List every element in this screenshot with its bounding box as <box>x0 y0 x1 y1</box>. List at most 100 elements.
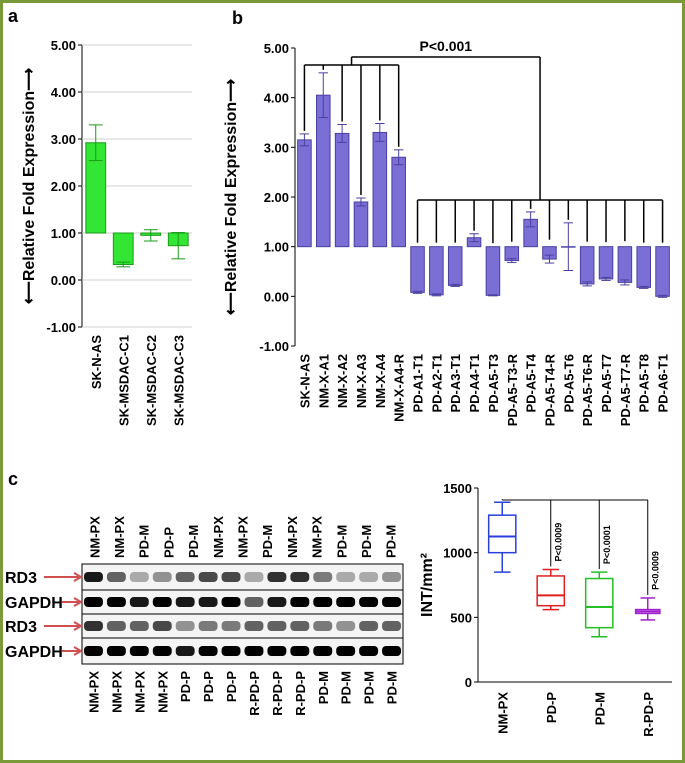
lane-label: PD-M <box>339 671 354 704</box>
blot-band <box>313 621 333 631</box>
bar <box>447 246 463 286</box>
blot-band <box>84 621 103 631</box>
x-tick-label: PD-A5-T6-R <box>580 353 595 426</box>
lane-label: PD-P <box>161 527 176 558</box>
y-tick-label: 4.00 <box>264 91 289 106</box>
bar <box>598 246 614 280</box>
lane-label: NM-PX <box>87 516 102 558</box>
x-tick-label: PD-A3-T1 <box>448 354 463 413</box>
row-arrow-head <box>73 597 84 607</box>
lane-label: NM-PX <box>86 671 101 713</box>
y-tick-label: 5.00 <box>51 38 76 53</box>
panel-label: c <box>8 469 18 489</box>
y-tick-label: -1.00 <box>259 339 289 354</box>
row-arrow-head <box>73 572 84 582</box>
annotation: P<0.0001 <box>602 525 612 564</box>
blot-band <box>359 572 379 582</box>
annotation: P<0.0009 <box>554 523 564 562</box>
y-tick-label: 2.00 <box>264 190 289 205</box>
x-tick-label: PD-A5-T3 <box>486 354 501 413</box>
bar <box>353 201 369 248</box>
blot-band <box>129 572 149 582</box>
lane-label: PD-M <box>362 671 377 704</box>
y-tick-label: -1.00 <box>46 320 76 335</box>
x-tick-label: SK-N-AS <box>89 335 104 389</box>
lane-label: PD-M <box>359 525 374 558</box>
x-tick-label: PD-A5-T8 <box>637 354 652 413</box>
x-tick-label: PD-A2-T1 <box>429 354 444 413</box>
y-tick-label: 1500 <box>443 481 472 496</box>
annotation: P<0.0009 <box>651 551 661 590</box>
bar <box>636 246 652 288</box>
blot-band <box>244 621 264 631</box>
x-tick-label: SK-MSDAC-C1 <box>116 335 131 426</box>
blot-band <box>382 572 401 582</box>
blot-band <box>221 646 241 656</box>
y-tick-label: 2.00 <box>51 179 76 194</box>
x-tick-label: PD-A5-T3-R <box>505 353 520 426</box>
blot-band <box>382 646 401 656</box>
blot-band <box>267 646 287 656</box>
y-tick-label: 0 <box>465 675 472 690</box>
x-tick-label: NM-PX <box>495 692 510 734</box>
blot-row-label: RD3 <box>5 619 37 636</box>
lane-label: PD-M <box>316 671 331 704</box>
blot-band <box>313 597 333 607</box>
lane-label: PD-M <box>186 525 201 558</box>
blot-band <box>106 646 126 656</box>
y-tick-label: 0.00 <box>264 289 289 304</box>
x-tick-label: SK-MSDAC-C3 <box>171 335 186 426</box>
lane-label: NM-PX <box>112 516 127 558</box>
bar <box>391 156 406 248</box>
y-tick-label: 500 <box>450 610 472 625</box>
bar <box>334 132 350 248</box>
blot-band <box>152 621 172 631</box>
blot-band <box>221 572 241 582</box>
y-tick-label: 4.00 <box>51 85 76 100</box>
lane-label: PD-M <box>384 525 399 558</box>
lane-label: NM-PX <box>285 516 300 558</box>
blot-band <box>244 597 264 607</box>
row-arrow-head <box>73 646 84 656</box>
blot-band <box>175 597 195 607</box>
x-tick-label: R-PD-P <box>641 692 656 737</box>
blot-band <box>336 597 356 607</box>
blot-band <box>84 597 103 607</box>
blot-band <box>84 646 103 656</box>
x-tick-label: PD-A5-T4-R <box>542 353 557 426</box>
blot-band <box>336 572 356 582</box>
blot-band <box>267 572 287 582</box>
x-tick-label: NM-X-A4 <box>373 353 388 408</box>
blot-band <box>129 621 149 631</box>
blot-band <box>359 621 379 631</box>
blot-band <box>175 572 195 582</box>
blot-band <box>290 646 310 656</box>
blot-band <box>175 646 195 656</box>
bar <box>372 131 388 248</box>
blot-band <box>313 572 333 582</box>
x-tick-label: PD-M <box>592 692 607 725</box>
y-tick-label: 0.00 <box>51 273 76 288</box>
blot-row-label: RD3 <box>5 570 37 587</box>
bar <box>617 246 633 283</box>
blot-row-label: GAPDH <box>5 644 63 661</box>
x-tick-label: NM-X-A2 <box>335 354 350 408</box>
box <box>487 514 517 554</box>
lane-label: PD-M <box>385 671 400 704</box>
blot-band <box>382 621 401 631</box>
blot-band <box>198 646 218 656</box>
x-tick-label: PD-A1-T1 <box>411 354 426 413</box>
blot-band <box>267 597 287 607</box>
blot-band <box>152 597 172 607</box>
blot-band <box>313 646 333 656</box>
lane-label: NM-PX <box>211 516 226 558</box>
lane-label: NM-PX <box>236 516 251 558</box>
blot-band <box>336 621 356 631</box>
row-arrow-head <box>73 621 84 631</box>
box <box>536 575 566 607</box>
blot-band <box>106 572 126 582</box>
x-tick-label: PD-P <box>544 692 559 723</box>
bar <box>297 139 312 248</box>
blot-band <box>290 621 310 631</box>
